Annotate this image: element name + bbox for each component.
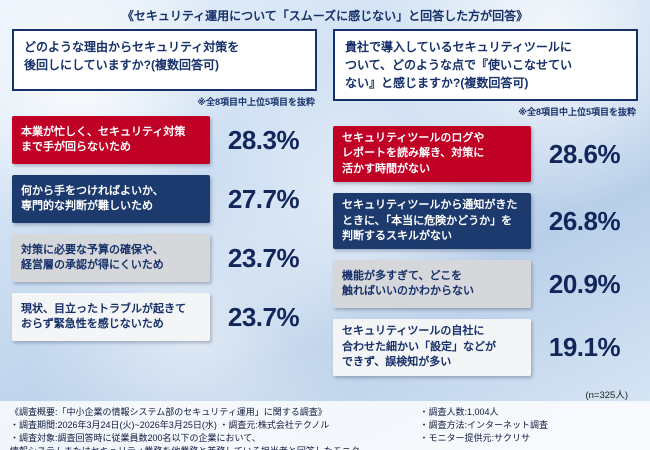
result-value: 23.7% xyxy=(227,242,300,273)
left-result-row-4: 現状、目立ったトラブルが起きて おらず緊急性を感じないため 23.7% xyxy=(12,293,317,341)
right-extract-note: ※全8項目中上位5項目を抜粋 xyxy=(518,107,636,117)
result-value: 28.3% xyxy=(227,124,300,155)
page-title: 《セキュリティ運用について「スムーズに感じない」と回答した方が回答》 xyxy=(121,9,529,23)
right-result-row-4: セキュリティツールの自社に 合わせた細かい「設定」などが できず、誤検知が多い … xyxy=(333,319,638,376)
result-bar: 対策に必要な予算の確保や、 経営層の承認が得にくいため xyxy=(12,234,210,282)
survey-monitor-provider: ・モニター提供元:サクリサ xyxy=(419,432,531,443)
result-value: 19.1% xyxy=(548,331,621,362)
right-result-row-2: セキュリティツールから通知がきた ときに、「本当に危険かどうか」を 判断するスキ… xyxy=(333,193,638,250)
result-bar: セキュリティツールから通知がきた ときに、「本当に危険かどうか」を 判断するスキ… xyxy=(333,193,531,250)
right-result-row-3: 機能が多すぎて、どこを 触ればいいのかわからない 20.9% xyxy=(333,260,638,309)
result-bar: セキュリティツールのログや レポートを読み解き、対策に 活かす時間がない xyxy=(333,126,531,183)
left-result-row-1: 本業が忙しく、セキュリティ対策 まで手が回らないため 28.3% xyxy=(12,116,317,164)
result-bar: 本業が忙しく、セキュリティ対策 まで手が回らないため xyxy=(12,116,210,164)
survey-footer: 《調査概要:「中小企業の情報システム部のセキュリティ運用」に関する調査》 ・調査… xyxy=(0,400,650,450)
right-question-box: 貴社で導入しているセキュリティツールに ついて、どのような点で『使いこなせてい … xyxy=(333,29,638,101)
survey-overview-title: 《調査概要:「中小企業の情報システム部のセキュリティ運用」に関する調査》 xyxy=(10,406,327,417)
left-question-box: どのような理由からセキュリティ対策を 後回しにしていますか?(複数回答可) xyxy=(12,29,317,91)
survey-target-1: ・調査対象:調査回答時に従業員数200名以下の企業において、 xyxy=(10,432,261,443)
survey-details-block: ・調査人数:1,004人 ・調査方法:インターネット調査 ・モニター提供元:サク… xyxy=(420,406,641,450)
result-bar: 機能が多すぎて、どこを 触ればいいのかわからない xyxy=(333,260,531,309)
technol-logo: Technol xyxy=(565,447,641,450)
left-result-row-3: 対策に必要な予算の確保や、 経営層の承認が得にくいため 23.7% xyxy=(12,234,317,282)
left-extract-note: ※全8項目中上位5項目を抜粋 xyxy=(197,97,315,107)
result-bar: セキュリティツールの自社に 合わせた細かい「設定」などが できず、誤検知が多い xyxy=(333,319,531,376)
survey-method: ・調査方法:インターネット調査 xyxy=(419,419,549,430)
result-bar: 何から手をつければよいか、 専門的な判断が難しいため xyxy=(12,175,210,223)
results-columns: どのような理由からセキュリティ対策を 後回しにしていますか?(複数回答可) ※全… xyxy=(0,29,650,387)
result-value: 20.9% xyxy=(548,268,621,299)
left-result-row-2: 何から手をつければよいか、 専門的な判断が難しいため 27.7% xyxy=(12,175,317,223)
right-result-row-1: セキュリティツールのログや レポートを読み解き、対策に 活かす時間がない 28.… xyxy=(333,126,638,183)
result-value: 26.8% xyxy=(548,205,621,236)
result-value: 28.6% xyxy=(548,138,621,169)
result-bar: 現状、目立ったトラブルが起きて おらず緊急性を感じないため xyxy=(12,293,210,341)
sample-size-note: (n=325人) xyxy=(585,389,628,401)
left-panel: どのような理由からセキュリティ対策を 後回しにしていますか?(複数回答可) ※全… xyxy=(12,29,317,387)
result-value: 23.7% xyxy=(227,301,300,332)
survey-target-2: 情報システムまたはセキュリティ業務を他業務と兼務している担当者と回答したモニター xyxy=(10,445,407,450)
result-value: 27.7% xyxy=(227,183,300,214)
survey-respondents: ・調査人数:1,004人 xyxy=(419,406,499,417)
survey-period: ・調査期間:2026年3月24日(火)~2026年3月25日(水) ・調査元:株… xyxy=(10,419,330,430)
survey-overview-block: 《調査概要:「中小企業の情報システム部のセキュリティ運用」に関する調査》 ・調査… xyxy=(10,406,407,450)
right-panel: 貴社で導入しているセキュリティツールに ついて、どのような点で『使いこなせてい … xyxy=(333,29,638,387)
